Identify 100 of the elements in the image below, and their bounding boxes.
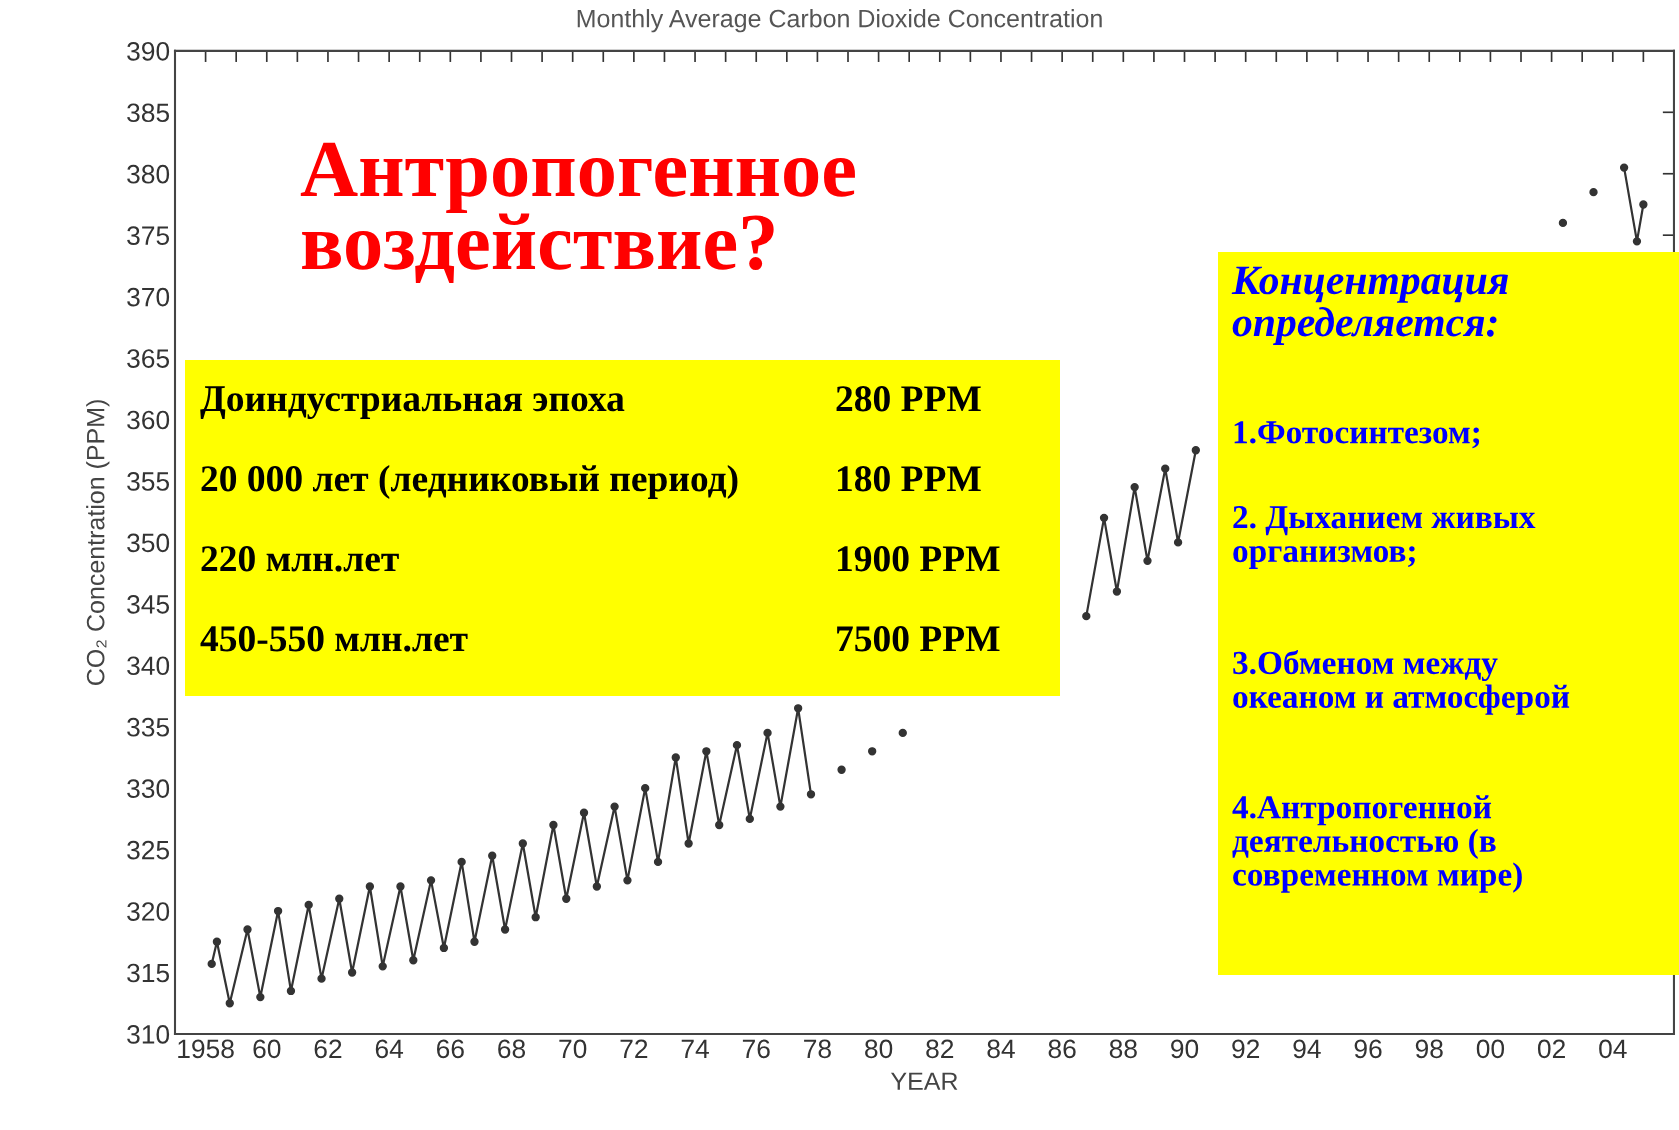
x-tick-label: 74 [681, 1039, 709, 1058]
point [426, 876, 436, 885]
point [610, 802, 619, 811]
annotation: 1900 PPM [838, 546, 1000, 572]
x-tick-label: 94 [1293, 1039, 1321, 1059]
point [684, 839, 693, 848]
x-tick-label: 02 [1537, 1039, 1565, 1059]
point [286, 986, 296, 996]
annotation: 180 PPM [838, 466, 981, 492]
x-tick-label: 80 [865, 1039, 893, 1059]
x-tick-label: 78 [804, 1039, 831, 1059]
point [1558, 218, 1568, 228]
x-tick-label: 04 [1599, 1039, 1627, 1059]
point [868, 747, 877, 756]
point [623, 876, 632, 885]
point [1112, 587, 1122, 596]
y-tick-label: 355 [127, 472, 170, 491]
point [488, 851, 497, 860]
point [1191, 446, 1200, 455]
x-tick-label: 60 [253, 1039, 281, 1059]
point [256, 992, 265, 1002]
annotation: 450-550 млн.лет [200, 626, 468, 652]
y-tick-label: 345 [127, 594, 170, 614]
y-tick-label: 380 [127, 164, 170, 184]
point [439, 943, 449, 953]
chart-title: Monthly Average Carbon Dioxide Concentration [577, 9, 1102, 33]
annotation: Антропогенное воздействие? [300, 142, 855, 283]
point [243, 925, 252, 934]
y-tick-label: 365 [127, 349, 170, 368]
point [1099, 513, 1109, 522]
point [1130, 482, 1139, 492]
annotation: 20 000 лет (ледниковый период) [201, 465, 738, 499]
annotation: 2. Дыханием живых организмов; [1233, 506, 1536, 569]
point [776, 802, 785, 811]
x-tick-label: 64 [375, 1039, 404, 1059]
point [641, 784, 650, 793]
x-tick-label: 82 [926, 1039, 954, 1059]
x-tick-label: 72 [620, 1039, 648, 1058]
annotation: 280 PPM [836, 386, 981, 412]
x-tick-label: 70 [559, 1039, 587, 1059]
y-tick-label: 370 [127, 287, 170, 307]
x-tick-label: 76 [742, 1039, 770, 1059]
y-tick-label: 360 [127, 410, 170, 430]
annotation: 1.Фотосинтезом; [1234, 421, 1480, 449]
point [1589, 188, 1598, 197]
point [579, 808, 589, 817]
point [592, 882, 602, 891]
point [732, 740, 742, 750]
point [1082, 611, 1091, 621]
point [470, 937, 479, 946]
y-tick-label: 310 [127, 1025, 170, 1044]
x-tick-label: 68 [498, 1039, 526, 1059]
point [745, 814, 754, 824]
point [671, 753, 680, 762]
point [531, 913, 540, 922]
x-tick-label: 90 [1171, 1039, 1199, 1059]
point [1173, 538, 1183, 547]
point [763, 728, 772, 738]
x-tick-label: 84 [987, 1039, 1015, 1059]
point [793, 704, 803, 713]
point [378, 962, 387, 971]
x-tick-label: 98 [1415, 1039, 1443, 1059]
annotation: 220 млн.лет [201, 546, 399, 572]
point [715, 820, 724, 830]
point [1143, 556, 1152, 566]
y-tick-label: 390 [127, 41, 170, 61]
point [702, 747, 711, 756]
point [409, 956, 418, 965]
y-tick-label: 330 [127, 779, 170, 798]
annotation: 3.Обменом между океаном и атмосферой [1233, 650, 1570, 715]
y-tick-label: 325 [127, 840, 170, 860]
point [396, 882, 405, 891]
y-tick-label: 315 [127, 963, 170, 983]
point [273, 906, 283, 916]
point [317, 974, 326, 983]
point [304, 900, 313, 910]
point [225, 999, 234, 1008]
point [653, 857, 663, 867]
y-tick-label: 385 [127, 103, 170, 123]
annotation: 4.Антропогенной деятельностью (в современном мире) [1232, 795, 1522, 893]
x-tick-label: 86 [1048, 1039, 1076, 1059]
point [207, 959, 216, 969]
point [1619, 163, 1629, 172]
y-tick-label: 375 [127, 226, 170, 245]
y-tick-label: 350 [127, 533, 170, 553]
point [1161, 464, 1170, 473]
annotation: Концентрация определяется: [1231, 266, 1508, 345]
x-axis-title: YEAR [890, 1072, 958, 1090]
point [837, 765, 846, 774]
x-tick-label: 66 [436, 1039, 464, 1059]
point [1639, 200, 1648, 209]
point [335, 894, 344, 903]
y-tick-label: 340 [127, 656, 170, 676]
point [457, 857, 466, 867]
point [365, 882, 375, 891]
point [500, 925, 510, 934]
point [212, 937, 222, 946]
y-tick-label: 335 [127, 717, 170, 737]
point [549, 820, 558, 830]
point [518, 839, 527, 848]
